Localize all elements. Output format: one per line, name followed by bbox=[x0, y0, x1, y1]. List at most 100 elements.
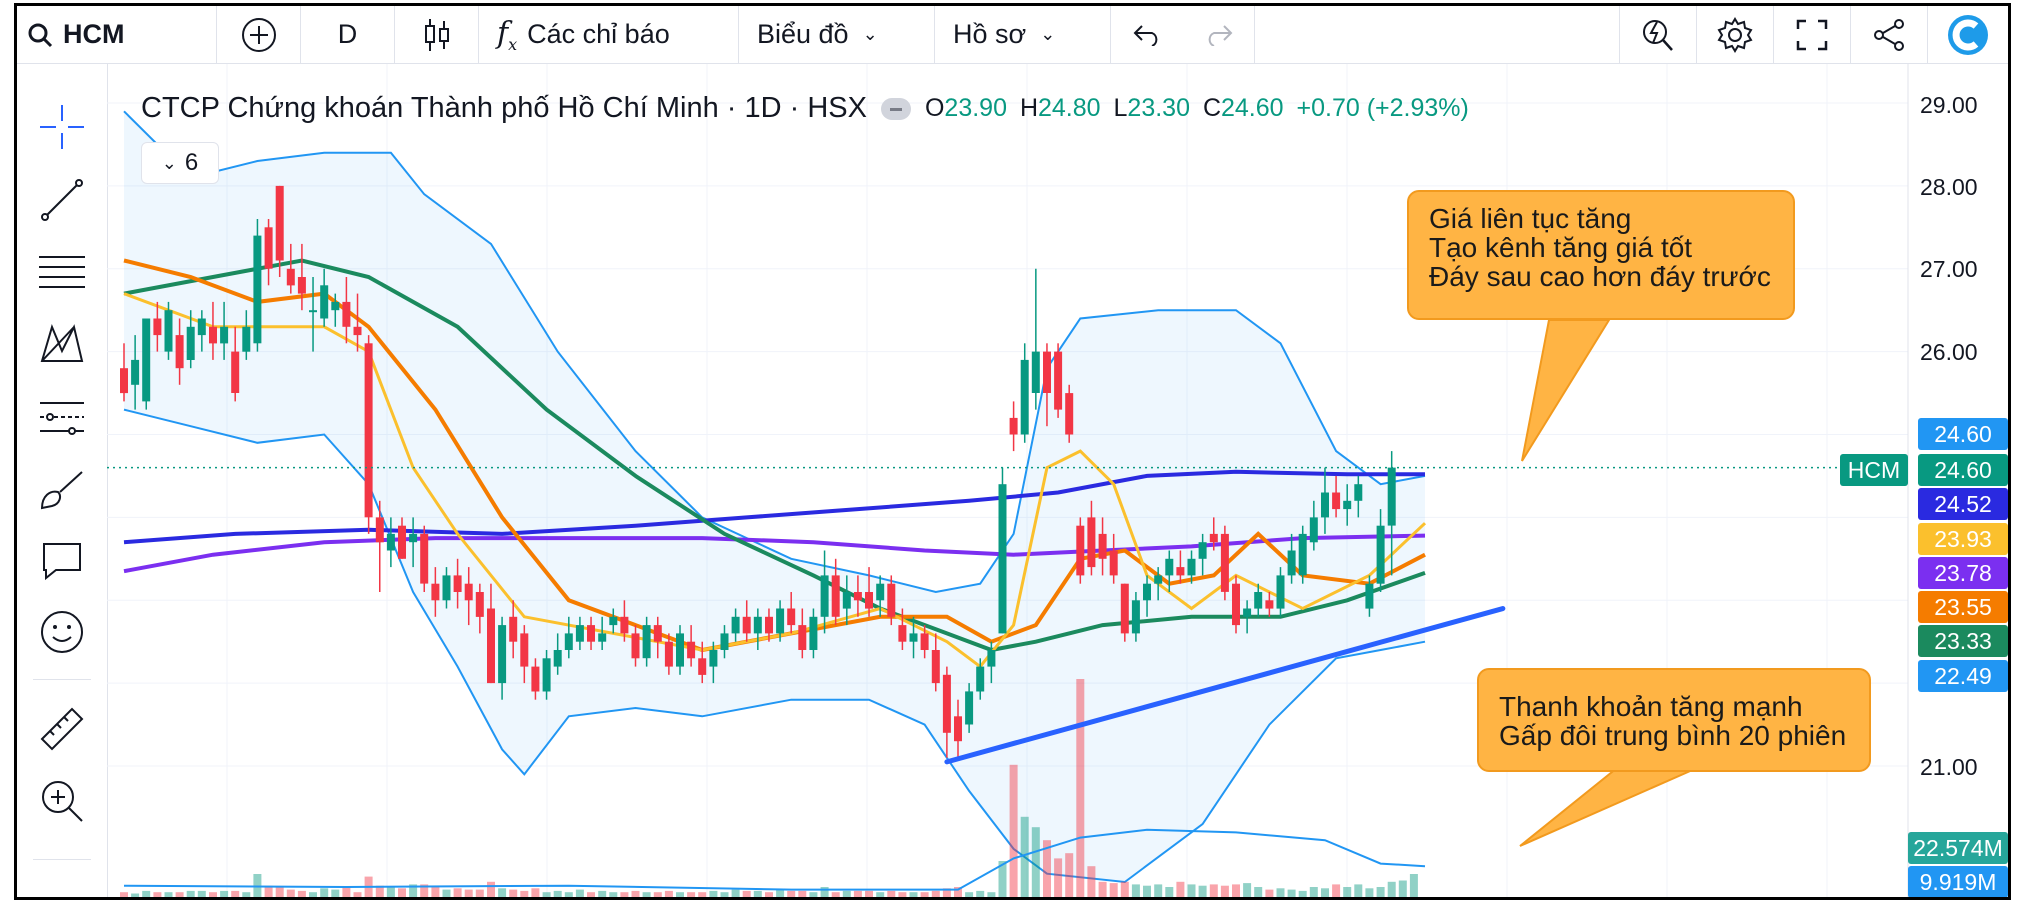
volume-bar bbox=[865, 890, 873, 897]
profile-menu-button[interactable]: Hồ sơ ⌄ bbox=[935, 6, 1111, 63]
volume-bar bbox=[175, 892, 184, 897]
pattern-tool[interactable] bbox=[37, 319, 87, 369]
chart-legend: CTCP Chứng khoán Thành phố Hồ Chí Minh ·… bbox=[141, 92, 1469, 125]
candle-body bbox=[564, 633, 573, 650]
volume-bar bbox=[1209, 884, 1218, 897]
candle-body bbox=[453, 575, 462, 592]
candle-body bbox=[464, 583, 473, 601]
price-label: 24.60 bbox=[1918, 418, 2008, 450]
candle-body bbox=[1387, 467, 1396, 526]
alert-button[interactable] bbox=[1619, 6, 1696, 63]
callout-pointer bbox=[1519, 767, 1698, 847]
note-line: Tạo kênh tăng giá tốt bbox=[1429, 232, 1693, 263]
chart-menu-button[interactable]: Biểu đồ ⌄ bbox=[739, 6, 935, 63]
compare-button[interactable] bbox=[217, 6, 301, 63]
instrument-title: CTCP Chứng khoán Thành phố Hồ Chí Minh ·… bbox=[141, 92, 867, 124]
bollinger-lower-line bbox=[123, 408, 1426, 884]
text-tool[interactable] bbox=[37, 536, 87, 586]
candlesticks bbox=[120, 185, 1396, 758]
interval-button[interactable]: D bbox=[301, 6, 395, 63]
candle-body bbox=[620, 616, 629, 634]
emoji-tool[interactable] bbox=[37, 607, 87, 657]
indicator-count: 6 bbox=[184, 149, 199, 176]
prediction-tool[interactable] bbox=[37, 392, 87, 442]
candle-body bbox=[320, 285, 329, 319]
pattern-icon bbox=[40, 324, 84, 362]
candle-body bbox=[1276, 575, 1285, 609]
volume-bar bbox=[186, 890, 195, 897]
axis-tick: 28.00 bbox=[1920, 174, 1978, 200]
volume-bar bbox=[1409, 874, 1418, 897]
volume-bar bbox=[131, 893, 140, 897]
volume-bar bbox=[1098, 881, 1107, 897]
comment-icon bbox=[43, 543, 81, 581]
candle-body bbox=[353, 326, 362, 336]
volume-bar bbox=[153, 892, 162, 897]
volume-bar bbox=[742, 890, 751, 897]
note-line: Thanh khoản tăng mạnh bbox=[1499, 691, 1803, 722]
candle-body bbox=[1332, 492, 1341, 510]
indicators-button[interactable]: fx Các chỉ báo bbox=[479, 6, 739, 63]
indicators-toggle[interactable]: ⌄ 6 bbox=[141, 142, 219, 184]
collapse-legend-icon[interactable] bbox=[880, 97, 911, 120]
bollinger-fill bbox=[124, 111, 1425, 883]
volume-bar bbox=[976, 890, 985, 897]
fib-tool[interactable] bbox=[37, 248, 87, 298]
bollinger-band-fill bbox=[124, 111, 1425, 883]
annotation-liquidity[interactable]: Thanh khoản tăng mạnh Gấp đôi trung bình… bbox=[1477, 668, 1871, 772]
candle-body bbox=[175, 335, 184, 369]
price-chart[interactable] bbox=[17, 6, 2008, 900]
volume-bar bbox=[520, 890, 529, 897]
zoom-tool[interactable] bbox=[37, 776, 87, 826]
candle-body bbox=[887, 583, 896, 617]
candle-body bbox=[931, 650, 940, 684]
volume-bar bbox=[1020, 816, 1029, 897]
chart-type-button[interactable] bbox=[395, 6, 479, 63]
candle-body bbox=[1054, 351, 1063, 410]
brush-tool[interactable] bbox=[37, 464, 87, 514]
volume-bar bbox=[1254, 887, 1263, 897]
volume-bar bbox=[442, 889, 451, 897]
volume-bar bbox=[1376, 887, 1385, 897]
volume-bar bbox=[1276, 888, 1285, 897]
ma-yellow-line bbox=[123, 292, 1427, 669]
candle-body bbox=[853, 592, 862, 601]
redo-button[interactable] bbox=[1183, 6, 1255, 63]
candle-body bbox=[787, 608, 796, 626]
annotation-price-trend[interactable]: Giá liên tục tăng Tạo kênh tăng giá tốt … bbox=[1407, 190, 1795, 320]
trend-line-tool[interactable] bbox=[37, 175, 87, 225]
candle-body bbox=[687, 641, 696, 659]
measure-tool[interactable] bbox=[37, 704, 87, 754]
volume-bar bbox=[1054, 858, 1063, 897]
volume-bars bbox=[120, 679, 1426, 897]
candle-body bbox=[709, 650, 718, 667]
candle-body bbox=[920, 633, 929, 650]
volume-bar bbox=[898, 892, 907, 897]
candle-body bbox=[509, 616, 518, 642]
settings-button[interactable] bbox=[1696, 6, 1773, 63]
candle-body bbox=[331, 301, 340, 311]
undo-button[interactable] bbox=[1111, 6, 1183, 63]
candle-body bbox=[676, 633, 684, 667]
volume-bar bbox=[653, 892, 662, 897]
symbol-search[interactable]: HCM bbox=[17, 6, 217, 63]
chevron-down-icon: ⌄ bbox=[1040, 24, 1056, 44]
volume-bar bbox=[1365, 888, 1374, 897]
volume-bar bbox=[142, 890, 151, 897]
crosshair-tool[interactable] bbox=[37, 102, 87, 152]
volume-bar bbox=[220, 890, 229, 897]
volume-bar bbox=[1387, 881, 1396, 897]
candle-body bbox=[1198, 542, 1207, 559]
volume-bar bbox=[765, 892, 773, 897]
candle-body bbox=[1087, 517, 1096, 568]
fullscreen-button[interactable] bbox=[1773, 6, 1850, 63]
candle-body bbox=[1109, 550, 1118, 576]
share-button[interactable] bbox=[1850, 6, 1927, 63]
candle-body bbox=[698, 658, 707, 675]
candle-body bbox=[386, 533, 395, 551]
volume-bar bbox=[998, 861, 1007, 897]
note-line: Giá liên tục tăng bbox=[1429, 203, 1632, 234]
volume-bar bbox=[331, 889, 340, 897]
volume-bar bbox=[509, 889, 518, 897]
volume-bar bbox=[920, 892, 929, 897]
